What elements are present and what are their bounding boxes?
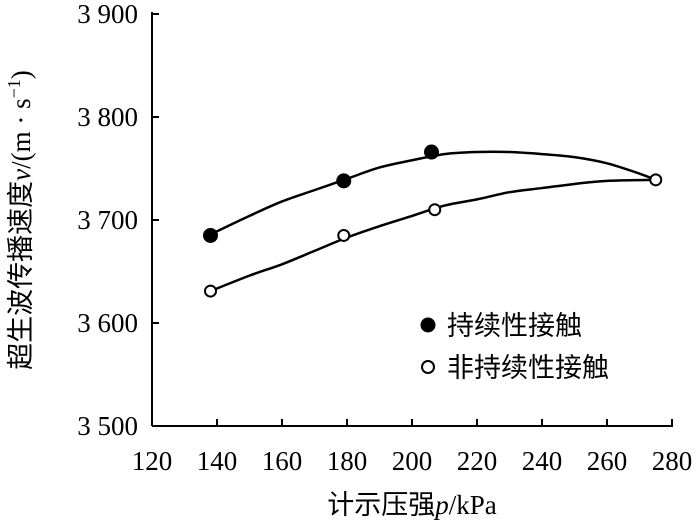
- data-point-noncontinuous: [337, 228, 351, 242]
- x-axis-title-var: p: [433, 490, 449, 520]
- data-point-continuous: [424, 144, 439, 160]
- y-tick-label: 3 500: [77, 411, 138, 441]
- x-axis-title-text: 计示压强: [327, 490, 435, 521]
- y-axis-title-exp: −1: [4, 79, 24, 98]
- legend-marker-open: [421, 360, 435, 374]
- x-tick-label: 260: [587, 446, 628, 476]
- legend-marker-filled: [420, 317, 436, 333]
- y-tick-label: 3 600: [77, 308, 138, 338]
- y-axis-title-close: ): [6, 70, 36, 79]
- y-axis-title-var: v: [6, 169, 36, 181]
- x-axis-title-unit: /kPa: [449, 490, 497, 520]
- x-tick-label: 240: [522, 446, 563, 476]
- y-tick-label: 3 900: [77, 0, 138, 29]
- fit-curve-continuous: [209, 150, 657, 236]
- y-axis-title: 超生波传播速度v/(m · s−1): [4, 70, 37, 370]
- x-tick-label: 160: [262, 446, 303, 476]
- y-ticks: 3 500 3 600 3 700 3 800 3 900: [77, 0, 159, 441]
- fit-curve-noncontinuous: [210, 178, 656, 293]
- x-tick-label: 140: [197, 446, 238, 476]
- x-tick-label: 200: [392, 446, 433, 476]
- x-tick-label: 220: [457, 446, 498, 476]
- x-axis-title: 计示压强p/kPa: [327, 490, 497, 521]
- y-axis-title-unit: /(m · s: [6, 98, 36, 169]
- data-point-noncontinuous: [649, 173, 663, 187]
- x-tick-label: 120: [132, 446, 173, 476]
- x-tick-label: 180: [327, 446, 368, 476]
- legend: 持续性接触 非持续性接触: [420, 311, 609, 384]
- legend-label-continuous: 持续性接触: [447, 311, 582, 342]
- data-point-continuous: [336, 173, 352, 189]
- data-point-noncontinuous: [428, 203, 442, 217]
- y-tick-label: 3 800: [77, 102, 138, 132]
- y-axis-title-text: 超生波传播速度: [6, 181, 37, 370]
- data-point-continuous: [203, 227, 218, 243]
- x-tick-label: 280: [652, 446, 693, 476]
- fit-curves: [209, 150, 657, 293]
- data-markers: [203, 144, 663, 298]
- legend-label-noncontinuous: 非持续性接触: [447, 353, 609, 384]
- x-ticks: 120 140 160 180 200 220 240 260 280: [132, 419, 693, 476]
- data-point-noncontinuous: [204, 284, 217, 298]
- y-tick-label: 3 700: [77, 205, 138, 235]
